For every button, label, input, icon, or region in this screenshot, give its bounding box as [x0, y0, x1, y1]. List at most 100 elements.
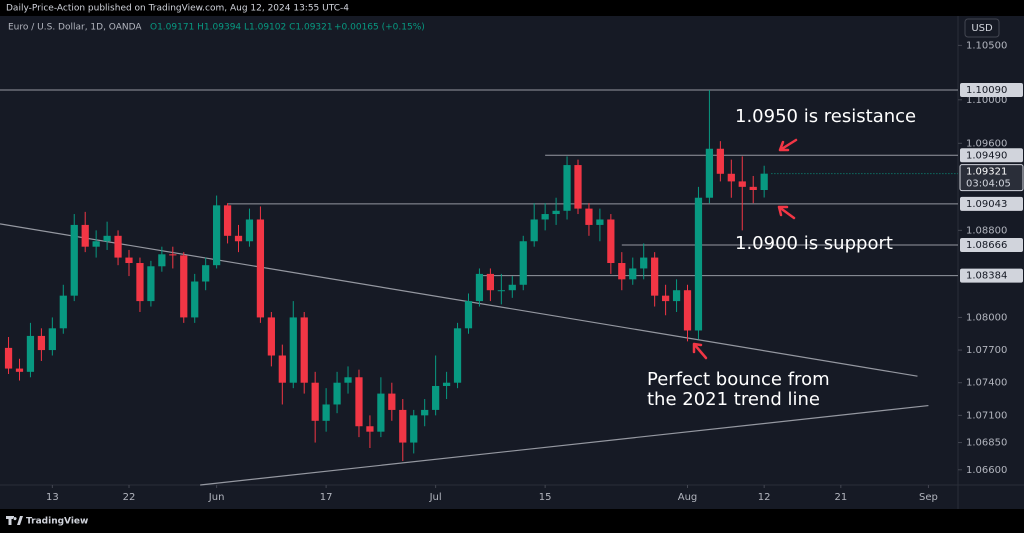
currency-box[interactable] [964, 18, 1000, 38]
x-tick-label: 21 [834, 492, 847, 503]
candle-body [672, 290, 681, 302]
y-tick-label: 1.08800 [966, 225, 1007, 236]
y-tick-label: 1.10000 [966, 95, 1007, 106]
symbol: Euro / U.S. Dollar, 1D, OANDA [8, 23, 142, 33]
x-tick-label: 12 [758, 492, 771, 503]
candle-body [596, 219, 604, 225]
candle-body [607, 219, 615, 264]
level-label: 1.09490 [966, 150, 1007, 161]
change: +0.00165 (+0.15%) [334, 23, 425, 33]
candle-body [92, 241, 100, 247]
candle-body [245, 219, 254, 242]
candle-body [683, 290, 692, 331]
candle-body [70, 224, 78, 296]
candle-body [366, 426, 374, 432]
y-tick-label: 1.08000 [966, 312, 1007, 323]
candle-body [421, 409, 429, 416]
candle-body [574, 165, 582, 209]
candle-body [136, 263, 144, 302]
candle-body [202, 265, 210, 282]
level-label-box [960, 196, 1023, 211]
currency[interactable]: USD [971, 23, 993, 34]
candle-body [442, 382, 451, 386]
brand: TradingView [26, 517, 88, 527]
x-tick-label: 17 [320, 492, 333, 503]
candle-body [147, 266, 155, 302]
arrows [692, 138, 798, 360]
candle-body [267, 317, 275, 356]
ohlc: O1.09171 H1.09394 L1.09102 C1.09321 [150, 23, 333, 33]
candle-body [223, 205, 232, 236]
candle-body [59, 295, 67, 329]
candle-body [399, 409, 407, 443]
last-price-label: 1.09321 [966, 167, 1007, 178]
candle-body [256, 219, 265, 318]
x-tick-label: Jul [429, 492, 442, 503]
candle-body [716, 148, 724, 174]
candle-body [26, 335, 35, 372]
arrow [778, 138, 798, 152]
candle-body [234, 235, 243, 242]
candle-body [48, 328, 56, 351]
candle-body [212, 205, 221, 266]
candle-body [519, 241, 527, 285]
y-tick-label: 1.06850 [966, 438, 1007, 449]
candle-body [333, 382, 341, 405]
level-label: 1.10090 [966, 85, 1007, 96]
annotation: Perfect bounce from [647, 369, 830, 390]
arrow [777, 205, 796, 220]
level-label-box [960, 268, 1023, 283]
candle-body [81, 224, 89, 247]
candle-body [661, 295, 670, 302]
candle-body [311, 382, 319, 421]
trend-line [200, 404, 929, 486]
candle-body [541, 214, 549, 220]
candle-body [453, 328, 462, 383]
candle-body [727, 173, 735, 182]
candle-body [37, 335, 46, 351]
candle-body [158, 254, 166, 267]
level-label: 1.08384 [966, 271, 1007, 282]
candle-body [388, 393, 396, 410]
candle-body [125, 257, 133, 264]
candle-body [585, 208, 593, 225]
candle-body [410, 415, 418, 443]
annotation: the 2021 trend line [647, 389, 820, 410]
time-axis [0, 485, 1024, 509]
candle-body [278, 355, 286, 383]
candle-body [651, 257, 659, 296]
x-tick-label: Sep [919, 492, 938, 503]
x-tick-label: 13 [46, 492, 59, 503]
candle-body [749, 186, 757, 190]
candle-body [300, 317, 308, 383]
candle-body [552, 210, 560, 215]
trend-line [0, 223, 918, 377]
y-tick-label: 1.07700 [966, 345, 1007, 356]
candle-body [355, 377, 363, 427]
x-tick-label: 22 [123, 492, 136, 503]
publisher: Daily-Price-Action published on TradingV… [6, 4, 349, 14]
candle-body [530, 219, 538, 242]
x-tick-label: Aug [678, 492, 698, 503]
candle-body [15, 368, 24, 372]
marks: 1.10500 1.10000 1.09600 1.08800 1.08000 1.077… [0, 40, 1024, 503]
candle-body [4, 347, 13, 369]
annotation: 1.0950 is resistance [735, 106, 916, 127]
level-label-box [960, 237, 1023, 252]
level-label-box [960, 148, 1023, 163]
level-label: 1.09043 [966, 199, 1007, 210]
candle-body [760, 173, 768, 190]
x-tick-label: Jun [208, 492, 225, 503]
candle-body [377, 393, 385, 432]
x-tick-label: 15 [539, 492, 552, 503]
candle-body [629, 268, 637, 280]
y-tick-label: 1.07400 [966, 378, 1007, 389]
y-tick-label: 1.07100 [966, 410, 1007, 421]
candle-body [432, 385, 440, 410]
candle-body [486, 273, 495, 291]
candle-body [103, 235, 111, 242]
candle-body [694, 197, 703, 331]
candle-body [475, 273, 484, 302]
